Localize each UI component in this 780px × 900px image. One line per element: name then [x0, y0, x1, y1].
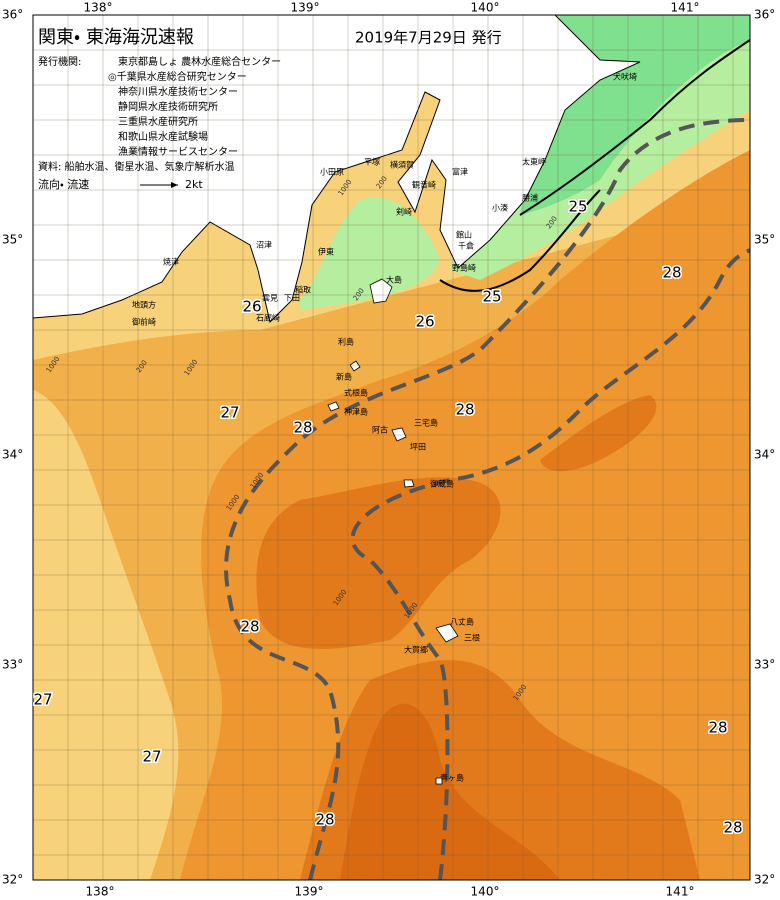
issuer: 漁業情報サービスセンター — [118, 145, 238, 158]
legend-arrowhead — [171, 182, 178, 188]
sea-zone — [340, 703, 560, 880]
isotherm-label: 26 — [242, 298, 261, 316]
place-name: 稲取 — [295, 285, 311, 295]
isotherm-label: 26 — [415, 313, 434, 331]
island — [327, 278, 459, 785]
place-name: 館山 — [456, 230, 472, 240]
issuer: ◎千葉県水産総合研究センター — [108, 70, 247, 83]
place-name: 野島崎 — [452, 263, 476, 273]
lon-label: 139° — [295, 885, 324, 899]
lon-label: 140° — [471, 1, 500, 15]
lat-label: 34° — [754, 448, 775, 462]
lat-label: 35° — [2, 233, 23, 247]
place-name: 地頭方 — [132, 300, 156, 310]
isotherm-label: 28 — [708, 719, 727, 737]
isotherm-label: 28 — [293, 419, 312, 437]
place-name: 富津 — [452, 167, 468, 177]
place-name: 剣崎 — [396, 207, 412, 217]
place-name: 太東岬 — [522, 157, 546, 167]
isotherm-label: 28 — [662, 264, 681, 282]
lat-label: 35° — [754, 233, 775, 247]
map-area — [33, 15, 750, 880]
place-name: 御前崎 — [132, 317, 156, 327]
place-name: 大島 — [386, 275, 402, 285]
issuer-label: 発行機関: — [38, 55, 81, 68]
place-name: 犬吠埼 — [613, 72, 637, 82]
sea-zone — [300, 197, 440, 310]
place-name: 千倉 — [458, 241, 474, 251]
lat-label: 32° — [754, 873, 775, 887]
place-name: 石廊崎 — [256, 313, 280, 323]
place-name: 利島 — [338, 337, 354, 347]
issuer: 東京都島しょ 農林水産総合センター — [118, 55, 281, 68]
source: 資料: 船舶水温、衛星水温、気象庁解析水温 — [38, 160, 235, 173]
place-name: 雲見 — [262, 294, 278, 303]
lon-label: 140° — [471, 885, 500, 899]
issue-date: 2019年7月29日 発行 — [355, 29, 502, 47]
issuer: 和歌山県水産試験場 — [118, 130, 208, 143]
legend-label: 流向・ 流速 — [38, 177, 89, 191]
place-name: 阿古 — [372, 425, 388, 435]
lon-label: 138° — [84, 1, 113, 15]
place-name: 横須賀 — [390, 160, 414, 170]
isotherm-line — [439, 189, 601, 292]
sea-zone — [256, 477, 501, 649]
isotherm-line — [519, 39, 750, 216]
isotherm-label: 27 — [220, 404, 239, 422]
place-name: 大賀郷 — [404, 645, 428, 655]
lat-label: 34° — [2, 448, 23, 462]
lon-label: 141° — [671, 1, 700, 15]
issuer: 三重県水産研究所 — [118, 115, 198, 128]
lat-label: 36° — [2, 8, 23, 22]
isotherm-label: 28 — [240, 618, 259, 636]
place-name: 青ヶ島 — [440, 773, 464, 783]
isotherm-label: 25 — [568, 198, 587, 216]
lon-label: 141° — [666, 885, 695, 899]
place-name: 平塚 — [364, 158, 380, 167]
isotherm-label: 28 — [315, 811, 334, 829]
lat-label: 36° — [754, 8, 775, 22]
place-name: 伊東 — [318, 247, 334, 257]
lat-label: 33° — [754, 658, 775, 672]
place-name: 八丈島 — [450, 617, 474, 627]
place-name: 小田原 — [320, 168, 344, 177]
place-name: 沼津 — [256, 240, 272, 250]
place-name: 三宅島 — [414, 418, 438, 428]
lon-label: 138° — [86, 885, 115, 899]
issuer: 神奈川県水産技術センター — [118, 85, 238, 98]
sea-zone — [540, 395, 657, 472]
place-name: 式根島 — [344, 388, 368, 398]
place-name: 神津島 — [344, 407, 368, 417]
place-name: 勝浦 — [522, 193, 538, 203]
map-frame — [32, 14, 751, 881]
place-name: 小湊 — [492, 203, 508, 213]
issuer: 静岡県水産技術研究所 — [118, 100, 218, 113]
isotherm-label: 25 — [482, 288, 501, 306]
isotherm-label: 27 — [142, 748, 161, 766]
place-name: 焼津 — [163, 257, 179, 267]
lat-label: 32° — [2, 873, 23, 887]
lat-label: 33° — [2, 658, 23, 672]
place-name: 御蔵島 — [430, 479, 454, 489]
place-name: 三根 — [464, 633, 480, 643]
lon-label: 139° — [291, 1, 320, 15]
grid — [33, 15, 750, 880]
title: 関東・ 東海海況速報 — [38, 27, 194, 48]
place-name: 観音崎 — [412, 180, 436, 190]
isotherm-label: 28 — [723, 819, 742, 837]
place-name: 坪田 — [410, 443, 426, 452]
isotherm-label: 28 — [455, 401, 474, 419]
isotherm-label: 27 — [33, 691, 52, 709]
place-name: 新島 — [336, 372, 352, 382]
legend-speed: 2kt — [185, 178, 203, 191]
place-name: 下田 — [284, 294, 300, 303]
current-axis — [350, 248, 750, 880]
